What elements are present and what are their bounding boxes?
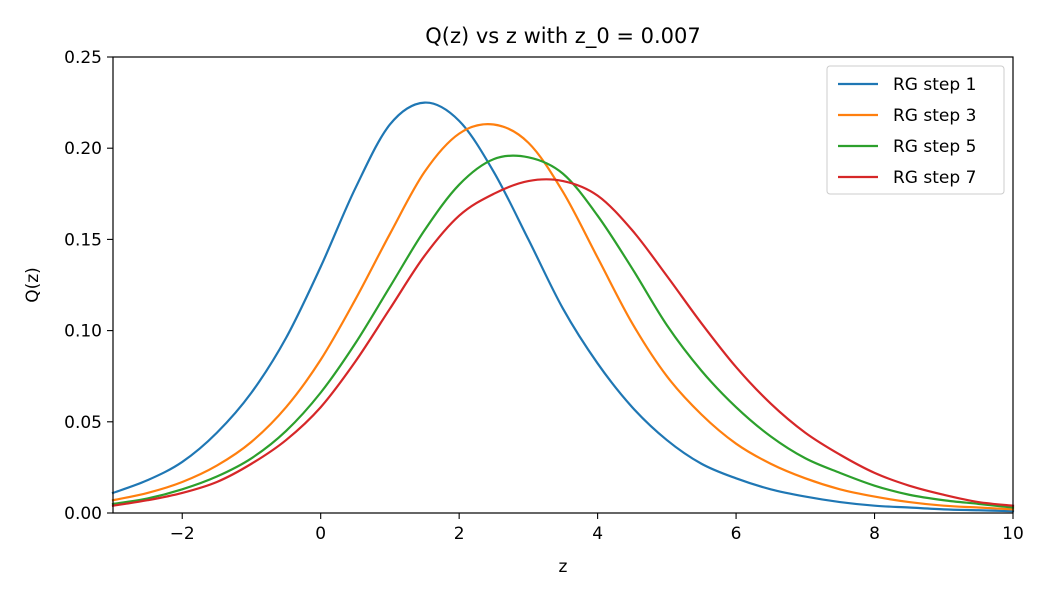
- legend-box: [826, 65, 1005, 195]
- y-tick-label: 0.10: [64, 322, 102, 342]
- plot-frame: [112, 56, 1014, 514]
- y-tick-label: 0.05: [64, 413, 102, 433]
- x-tick-label: 2: [454, 524, 465, 544]
- y-tick-label: 0.15: [64, 230, 102, 250]
- legend-label: RG step 1: [893, 75, 976, 95]
- x-axis: −2 0 2 4 6 8 10: [170, 513, 1024, 544]
- y-tick-label: 0.20: [64, 139, 102, 159]
- legend-label: RG step 5: [893, 137, 976, 157]
- x-tick-label: 8: [869, 524, 880, 544]
- y-axis: 0.00 0.05 0.10 0.15 0.20 0.25: [64, 48, 113, 524]
- x-axis-title: z: [559, 557, 568, 577]
- chart-title: Q(z) vs z with z_0 = 0.007: [425, 24, 701, 49]
- x-tick-label: 6: [731, 524, 742, 544]
- legend-label: RG step 3: [893, 106, 976, 126]
- y-tick-label: 0.00: [64, 504, 102, 524]
- legend: RG step 1 RG step 3 RG step 5 RG step 7: [826, 65, 1005, 195]
- y-tick-label: 0.25: [64, 48, 102, 68]
- series-line-rg-step-3: [111, 123, 1015, 511]
- x-tick-label: −2: [170, 524, 195, 544]
- legend-label: RG step 7: [893, 168, 976, 188]
- series-line-rg-step-1: [111, 101, 1015, 513]
- x-tick-label: 0: [315, 524, 326, 544]
- series-line-rg-step-7: [111, 178, 1015, 507]
- y-axis-title: Q(z): [23, 267, 43, 303]
- series-line-rg-step-5: [111, 154, 1015, 509]
- x-tick-label: 10: [1002, 524, 1024, 544]
- series-layer: [111, 101, 1015, 513]
- x-tick-label: 4: [592, 524, 603, 544]
